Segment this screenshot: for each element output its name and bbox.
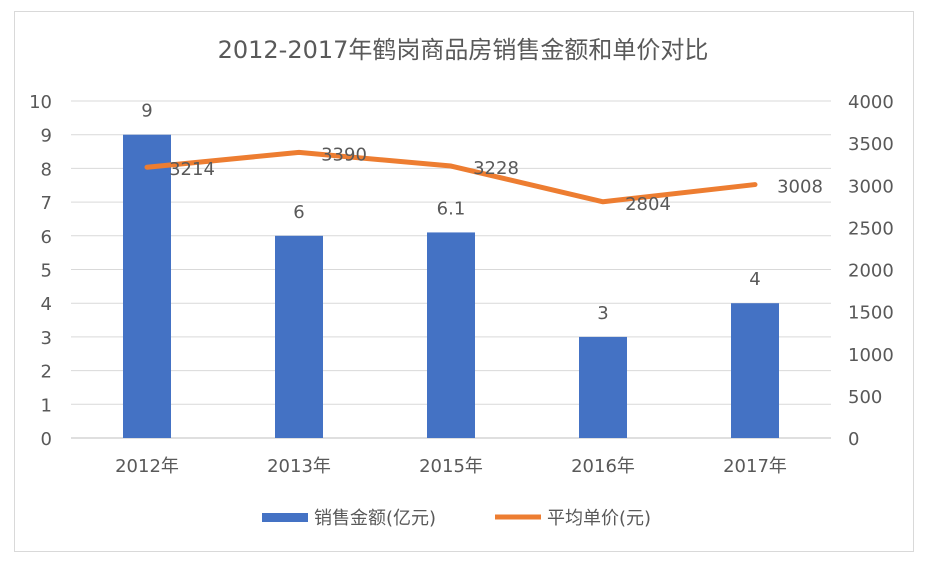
legend-label-line: 平均单价(元) [547,508,651,529]
bar [123,134,171,438]
bar-data-label: 4 [749,269,760,290]
y2-tick-label: 2000 [848,261,894,282]
bar [579,336,627,438]
y-tick-label: 1 [41,395,52,416]
x-tick-label: 2016年 [571,456,635,477]
y-tick-label: 9 [41,126,52,147]
bar [731,303,779,438]
y2-tick-label: 4000 [848,92,894,113]
x-tick-label: 2012年 [115,456,179,477]
bar-data-label: 9 [141,101,152,122]
line-data-label: 2804 [625,194,671,215]
y-tick-label: 4 [41,294,52,315]
bar-data-label: 6 [293,202,304,223]
line-data-label: 3390 [321,144,367,165]
y-tick-label: 5 [41,261,52,282]
y2-tick-label: 1000 [848,345,894,366]
line-data-label: 3214 [169,159,215,180]
y-tick-label: 6 [41,227,52,248]
y-tick-label: 7 [41,193,52,214]
chart-frame [14,11,914,552]
line-data-label: 3008 [777,177,823,198]
x-tick-label: 2017年 [723,456,787,477]
line-data-label: 3228 [473,158,519,179]
bar [275,235,323,438]
x-tick-label: 2013年 [267,456,331,477]
bar [427,232,475,438]
y2-tick-label: 2500 [848,218,894,239]
y2-tick-label: 0 [848,429,859,450]
chart-title: 2012-2017年鹤岗商品房销售金额和单价对比 [218,36,709,64]
y-tick-label: 2 [41,362,52,383]
y-tick-label: 0 [41,429,52,450]
y-tick-label: 8 [41,159,52,180]
y2-tick-label: 3500 [848,134,894,155]
y2-tick-label: 1500 [848,303,894,324]
bar-data-label: 3 [597,303,608,324]
legend-label-bar: 销售金额(亿元) [314,508,436,529]
bar-data-label: 6.1 [437,198,466,219]
y2-tick-label: 500 [848,387,882,408]
y-tick-label: 10 [29,92,52,113]
y2-tick-label: 3000 [848,176,894,197]
legend-swatch-bar [262,513,308,522]
y-tick-label: 3 [41,328,52,349]
x-tick-label: 2015年 [419,456,483,477]
